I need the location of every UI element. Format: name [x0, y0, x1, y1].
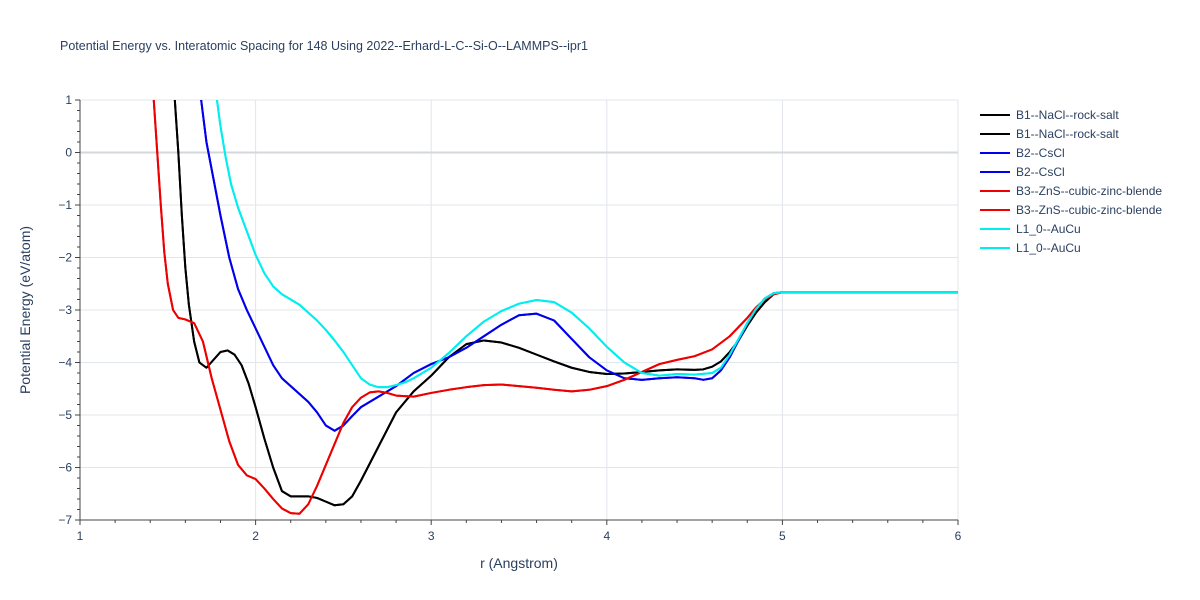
x-axis-label: r (Angstrom)	[480, 555, 558, 571]
legend-label: B2--CsCl	[1016, 146, 1065, 160]
y-tick-label: −4	[58, 356, 72, 370]
x-tick-label: 5	[779, 529, 786, 543]
legend-label: L1_0--AuCu	[1016, 222, 1081, 236]
series-line-5	[152, 100, 958, 515]
y-tick-label: −2	[58, 251, 72, 265]
legend-label: L1_0--AuCu	[1016, 241, 1081, 255]
series-line-6	[215, 100, 958, 389]
y-tick-label: −5	[58, 408, 72, 422]
legend-label: B1--NaCl--rock-salt	[1016, 108, 1119, 122]
axes: 1 2 3 4 5 6 1 0 −1 −2 −3 −4 −5 −6 −7	[58, 93, 961, 543]
y-axis-label: Potential Energy (eV/atom)	[17, 226, 33, 394]
series-line-0	[173, 100, 958, 507]
legend-label: B1--NaCl--rock-salt	[1016, 127, 1119, 141]
grid	[80, 99, 959, 520]
y-tick-label: −1	[58, 198, 72, 212]
series-line-2	[200, 100, 958, 432]
x-tick-label: 1	[77, 529, 84, 543]
legend: B1--NaCl--rock-salt B1--NaCl--rock-salt B2…	[980, 108, 1162, 255]
series-line-1	[173, 100, 958, 507]
x-tick-label: 4	[603, 529, 610, 543]
y-tick-label: −6	[58, 461, 72, 475]
legend-label: B3--ZnS--cubic-zinc-blende	[1016, 184, 1162, 198]
chart-title: Potential Energy vs. Interatomic Spacing…	[60, 39, 588, 53]
series-line-7	[215, 100, 958, 389]
x-tick-label: 6	[955, 529, 962, 543]
y-tick-label: −7	[58, 513, 72, 527]
y-tick-label: −3	[58, 303, 72, 317]
x-tick-label: 3	[428, 529, 435, 543]
series-line-4	[152, 100, 958, 515]
y-tick-label: 1	[65, 93, 72, 107]
x-tick-label: 2	[252, 529, 259, 543]
series-layer	[152, 100, 958, 515]
y-tick-label: 0	[65, 146, 72, 160]
series-line-3	[200, 100, 958, 432]
legend-label: B3--ZnS--cubic-zinc-blende	[1016, 203, 1162, 217]
legend-label: B2--CsCl	[1016, 165, 1065, 179]
